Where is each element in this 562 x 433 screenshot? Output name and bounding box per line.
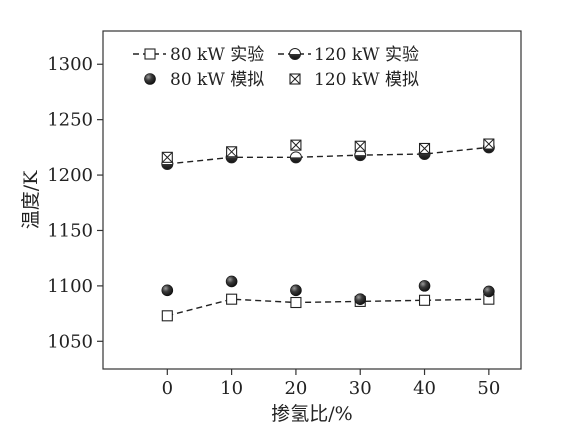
- plot-frame: [102, 30, 522, 370]
- data-point-s2-2: [290, 284, 302, 297]
- legend-item-2: 80 kW 模拟: [144, 70, 264, 90]
- y-tick-label: 1200: [47, 165, 93, 186]
- y-axis-label: 温度/K: [20, 170, 42, 229]
- data-point-s1-2: [289, 151, 302, 164]
- data-point-s0-4: [418, 294, 431, 306]
- data-point-s3-5: [483, 138, 495, 150]
- series-lines: [167, 146, 489, 317]
- data-point-s3-4: [418, 142, 431, 155]
- x-axis-label: 掺氢比/%: [271, 403, 352, 425]
- legend-marker-2: [144, 73, 156, 85]
- legend-item-0: 80 kW 实验: [133, 45, 264, 65]
- series-line-1: [167, 146, 489, 165]
- data-point-s2-4: [418, 280, 431, 292]
- legend-label-0: 80 kW 实验: [170, 45, 264, 65]
- data-point-s0-0: [161, 310, 173, 322]
- y-tick-label: 1250: [47, 110, 93, 131]
- legend-label-3: 120 kW 模拟: [314, 70, 419, 90]
- data-point-s3-2: [290, 139, 302, 151]
- y-tick-label: 1050: [47, 331, 93, 352]
- data-point-s3-1: [226, 146, 238, 158]
- series-markers: [161, 138, 495, 322]
- data-point-s3-0: [161, 151, 173, 163]
- legend-marker-1: [289, 48, 301, 60]
- y-axis: 1050 1100 1150 1200 1250 1300: [47, 54, 103, 352]
- data-point-s3-3: [354, 140, 366, 152]
- legend: 80 kW 实验 120 kW 实验 80 kW 模拟 120 kW 模拟: [133, 45, 419, 90]
- legend-item-1: 120 kW 实验: [278, 45, 419, 65]
- legend-marker-3: [289, 73, 301, 85]
- y-tick-label: 1100: [47, 276, 93, 297]
- legend-label-1: 120 kW 实验: [314, 45, 419, 65]
- x-tick-label: 40: [413, 378, 436, 399]
- y-tick-label: 1300: [47, 54, 93, 75]
- x-tick-label: 30: [349, 378, 372, 399]
- x-tick-label: 10: [220, 378, 243, 399]
- x-axis: 0 10 20 30 40 50: [162, 369, 500, 399]
- series-line-0: [167, 298, 489, 317]
- x-tick-label: 20: [284, 378, 307, 399]
- data-point-s2-3: [354, 293, 367, 305]
- legend-marker-0: [144, 48, 156, 60]
- data-point-s0-2: [290, 296, 302, 309]
- legend-label-2: 80 kW 模拟: [170, 70, 264, 90]
- x-tick-label: 0: [162, 378, 173, 399]
- data-point-s2-5: [483, 285, 495, 298]
- x-tick-label: 50: [477, 378, 500, 399]
- data-point-s0-1: [226, 293, 238, 305]
- data-point-s2-1: [225, 275, 238, 288]
- y-tick-label: 1150: [47, 220, 93, 241]
- legend-item-3: 120 kW 模拟: [289, 70, 419, 90]
- data-point-s2-0: [161, 284, 174, 297]
